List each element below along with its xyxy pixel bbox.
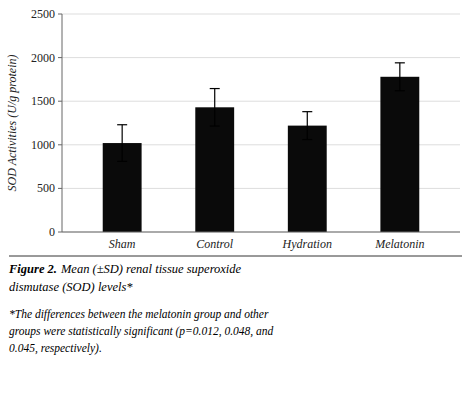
grid-line [62, 57, 460, 58]
error-bar [395, 63, 405, 91]
chart-container: 0 500 1000 1500 2000 2500 Sham Control Hydration… [0, 0, 471, 399]
caption-text: Mean (±SD) renal tissue superoxide [60, 262, 242, 276]
caption-text: dismutase (SOD) levels* [9, 280, 133, 294]
x-axis [62, 232, 460, 233]
footnote: *The differences between the melatonin g… [9, 308, 269, 321]
error-bar [302, 112, 312, 140]
grid-line [62, 14, 460, 15]
error-bar [117, 125, 127, 162]
bar [195, 107, 234, 232]
y-axis [62, 14, 63, 232]
y-tick [58, 101, 62, 102]
bars [103, 63, 420, 232]
y-tick-label: 500 [37, 181, 55, 195]
x-tick-label: Hydration [282, 237, 332, 251]
x-tick-label: Control [196, 237, 234, 251]
caption-bold: Figure 2. [8, 262, 57, 276]
y-tick [58, 188, 62, 189]
error-bar [210, 89, 220, 126]
y-tick-label: 0 [49, 225, 55, 239]
y-tick [58, 57, 62, 58]
separator [9, 256, 462, 257]
y-tick [58, 14, 62, 15]
bar [288, 126, 327, 232]
y-tick-label: 2000 [31, 51, 55, 65]
x-tick-label: Sham [109, 237, 136, 251]
y-tick [58, 144, 62, 145]
caption: Figure 2.Mean (±SD) renal tissue superox… [8, 262, 242, 276]
bar [380, 77, 419, 232]
grid [62, 14, 460, 232]
y-tick-label: 1500 [31, 94, 55, 108]
footnote: groups were statistically significant (p… [9, 325, 274, 338]
y-tick-label: 2500 [31, 7, 55, 21]
y-tick-label: 1000 [31, 138, 55, 152]
footnote: 0.045, respectively). [9, 342, 102, 355]
x-tick-label: Melatonin [374, 237, 424, 251]
chart-svg: 0 500 1000 1500 2000 2500 Sham Control Hydration… [0, 0, 471, 399]
y-tick [58, 232, 62, 233]
grid-line [62, 232, 460, 233]
y-axis-label: SOD Activities (U/g protein) [5, 55, 19, 192]
